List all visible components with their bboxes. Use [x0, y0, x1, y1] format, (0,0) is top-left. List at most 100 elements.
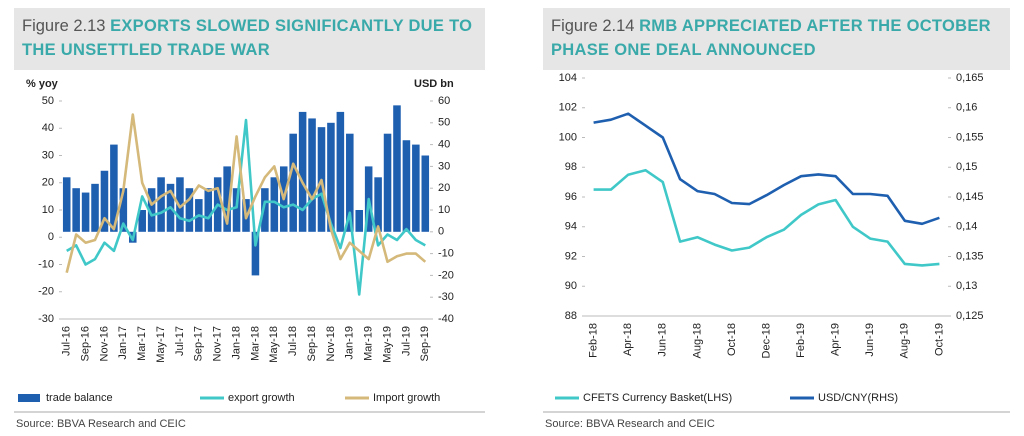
chart-title: EXPORTS SLOWED SIGNIFICANTLY DUE TO THE …: [22, 17, 473, 59]
bar: [232, 188, 241, 232]
tick-label: 94: [565, 221, 577, 233]
x-tick-label: Sep-18: [306, 326, 318, 361]
tick-label: -30: [38, 313, 54, 325]
x-tick-label: Mar-17: [136, 326, 148, 361]
figure-number: Figure 2.14: [551, 17, 635, 35]
x-tick-label: Jan-18: [230, 326, 242, 360]
x-tick-label: Aug-19: [899, 323, 911, 358]
line: [593, 168, 940, 267]
line: [593, 112, 940, 226]
tick-label: -20: [38, 286, 54, 298]
x-tick-label: Oct-18: [726, 323, 738, 356]
tick-label: 10: [438, 204, 450, 216]
bar: [383, 133, 392, 232]
tick-label: 50: [42, 95, 54, 107]
bar: [223, 166, 231, 232]
x-tick-label: Sep-17: [193, 326, 205, 361]
x-tick-label: Nov-18: [325, 326, 337, 361]
bar: [157, 177, 165, 232]
x-tick-label: Feb-18: [588, 323, 600, 358]
x-tick-label: Jun-18: [657, 323, 669, 357]
bar: [346, 133, 354, 232]
tick-label: 20: [438, 182, 450, 194]
tick-label: 0,165: [956, 72, 984, 84]
x-tick-label: Jun-19: [864, 323, 876, 357]
bar: [100, 170, 109, 232]
tick-label: 50: [438, 117, 450, 129]
x-tick-label: Oct-19: [933, 323, 945, 356]
legend-label: USD/CNY(RHS): [818, 392, 898, 404]
x-tick-label: Mar-19: [363, 326, 375, 361]
bar: [308, 118, 316, 232]
bar: [270, 177, 279, 232]
x-tick-label: Apr-18: [622, 323, 634, 356]
tick-label: 60: [438, 95, 450, 107]
legend-label: export growth: [228, 392, 295, 404]
x-tick-label: Dec-18: [760, 323, 772, 358]
x-tick-label: Sep-16: [79, 326, 91, 361]
bar: [81, 192, 90, 232]
tick-label: -10: [438, 248, 454, 260]
x-tick-label: Jan-19: [344, 326, 356, 360]
tick-label: -30: [438, 291, 454, 303]
bar: [138, 210, 146, 232]
bar: [261, 188, 269, 232]
tick-label: 0,135: [956, 250, 984, 262]
source: Source: BBVA Research and CEIC: [16, 418, 186, 430]
legend-label: CFETS Currency Basket(LHS): [583, 392, 732, 404]
bar: [251, 231, 260, 276]
bar: [374, 177, 382, 232]
tick-label: 0,13: [956, 280, 977, 292]
y2-axis-label: USD bn: [414, 78, 454, 90]
tick-label: 96: [565, 191, 577, 203]
tick-label: 0,145: [956, 191, 984, 203]
header: Figure 2.13 EXPORTS SLOWED SIGNIFICANTLY…: [14, 8, 485, 70]
x-tick-label: Nov-16: [98, 326, 110, 361]
tick-label: 0,125: [956, 310, 984, 322]
x-tick-label: Jan-17: [117, 326, 129, 360]
bar: [91, 183, 99, 232]
bar: [204, 188, 213, 232]
x-tick-label: May-18: [268, 326, 280, 363]
x-tick-label: Aug-18: [691, 323, 703, 358]
tick-label: 0,15: [956, 161, 977, 173]
figure-number: Figure 2.13: [22, 17, 106, 35]
bar: [176, 177, 184, 232]
legend-swatch: [18, 394, 40, 402]
x-tick-label: Jul-17: [174, 326, 186, 356]
tick-label: 0,14: [956, 221, 977, 233]
tick-label: 104: [559, 72, 577, 84]
x-tick-label: Apr-19: [830, 323, 842, 356]
line: [66, 118, 426, 296]
legend-label: Import growth: [373, 392, 440, 404]
bar: [72, 188, 80, 232]
bar: [355, 210, 364, 232]
x-tick-label: Sep-19: [419, 326, 431, 361]
tick-label: 88: [565, 310, 577, 322]
x-tick-label: Jul-16: [61, 326, 73, 356]
bar: [110, 144, 118, 232]
source: Source: BBVA Research and CEIC: [545, 418, 715, 430]
x-tick-label: Mar-18: [249, 326, 261, 361]
x-tick-label: Feb-19: [795, 323, 807, 358]
tick-label: 98: [565, 161, 577, 173]
tick-label: 100: [559, 131, 577, 143]
bar: [393, 105, 401, 232]
tick-label: 40: [438, 139, 450, 151]
bar: [119, 188, 128, 232]
line: [65, 113, 427, 274]
tick-label: -40: [438, 313, 454, 325]
bar: [62, 177, 71, 232]
chart-title: RMB APPRECIATED AFTER THE OCTOBER PHASE …: [551, 17, 991, 59]
tick-label: 90: [565, 280, 577, 292]
bar: [289, 133, 297, 232]
tick-label: -10: [38, 258, 54, 270]
tick-label: 0: [438, 226, 444, 238]
bar: [298, 111, 307, 232]
x-tick-label: Nov-17: [212, 326, 224, 361]
x-tick-label: May-19: [381, 326, 393, 363]
bar: [336, 111, 345, 232]
bar: [402, 140, 411, 232]
